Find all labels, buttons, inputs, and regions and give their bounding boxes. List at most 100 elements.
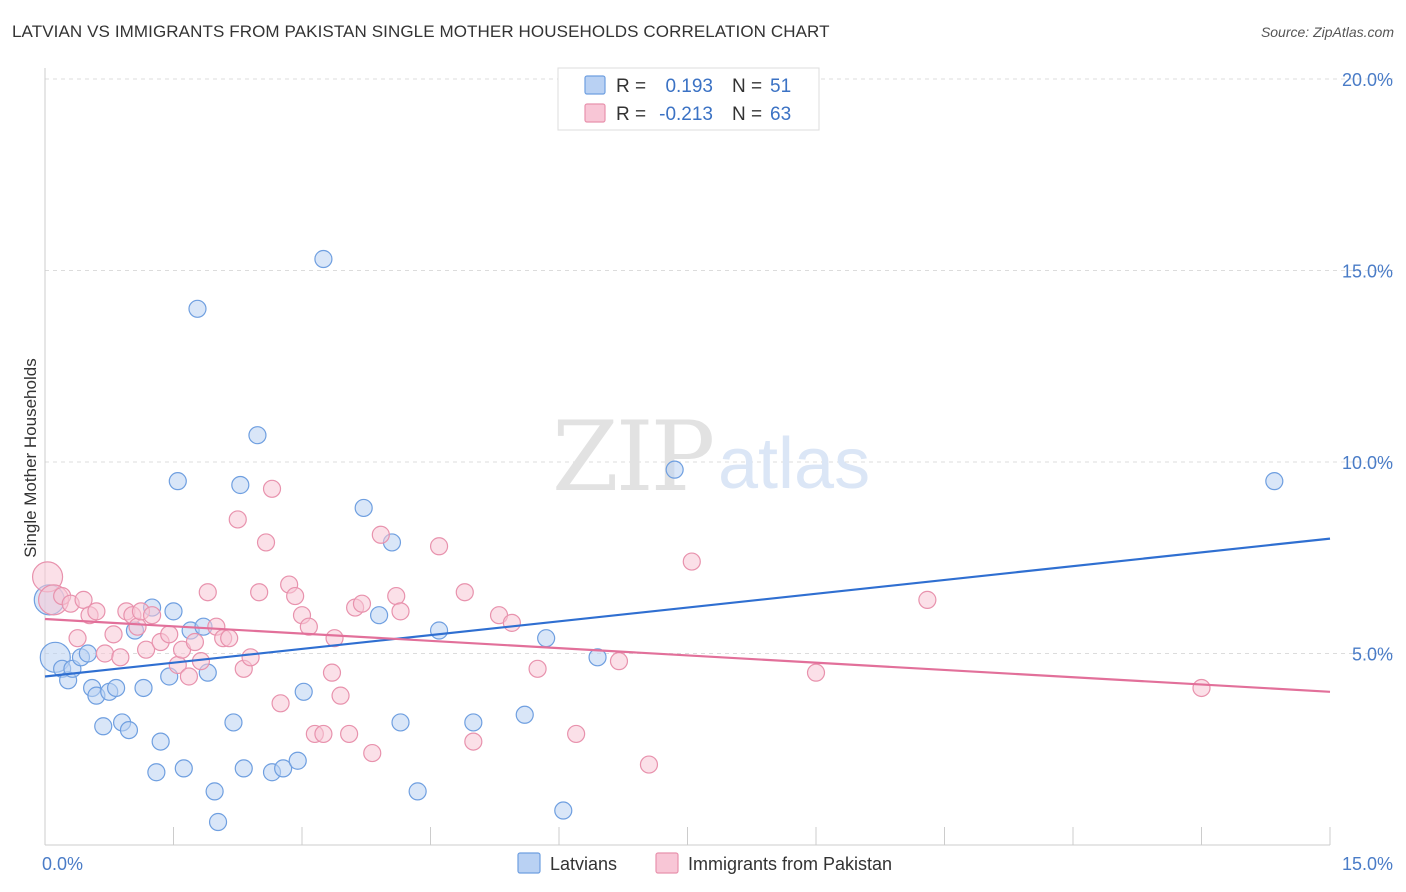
y-tick-label: 10.0% xyxy=(1342,453,1393,473)
trendline-latvians xyxy=(44,537,1331,678)
grid xyxy=(45,78,1395,654)
watermark-atlas: atlas xyxy=(718,424,870,504)
latvian-point xyxy=(314,249,333,269)
latvian-point xyxy=(224,713,243,732)
latvian-point xyxy=(107,678,126,698)
pakistan-point xyxy=(1192,678,1211,698)
latvian-point xyxy=(78,644,97,663)
pakistan-point xyxy=(502,613,521,632)
y-tick-label: 20.0% xyxy=(1342,70,1393,90)
pakistan-point xyxy=(68,629,87,648)
x-tick-label: 0.0% xyxy=(42,854,83,874)
pakistan-point xyxy=(128,617,147,636)
latvian-point xyxy=(147,763,166,782)
legend-swatch-latvians xyxy=(584,75,606,95)
latvian-point xyxy=(174,759,193,778)
pakistan-point xyxy=(429,537,449,556)
latvian-point xyxy=(231,475,250,495)
bottom-legend: Latvians Immigrants from Pakistan xyxy=(517,852,892,874)
legend: R = 0.193 N = 51 R = -0.213 N = 63 xyxy=(557,67,820,131)
latvian-point xyxy=(294,682,313,701)
latvian-point xyxy=(208,812,228,832)
latvian-point xyxy=(205,782,224,801)
legend-n-label: N = xyxy=(732,104,762,125)
pakistan-point xyxy=(567,724,586,744)
legend-swatch-pakistan xyxy=(584,103,606,123)
pakistan-point xyxy=(179,667,199,686)
latvian-point xyxy=(248,426,267,445)
legend-n-value: 63 xyxy=(770,104,791,125)
latvian-point xyxy=(554,801,573,820)
latvian-point xyxy=(429,621,449,640)
pakistan-point xyxy=(111,648,130,667)
pakistan-point xyxy=(528,659,547,678)
latvian-point xyxy=(464,713,483,732)
tick-labels: 5.0% 10.0% 15.0% 20.0% 0.0% 15.0% xyxy=(42,70,1393,874)
latvian-point xyxy=(1265,472,1284,491)
latvian-point xyxy=(134,678,153,698)
latvian-point xyxy=(665,460,684,479)
pakistan-point xyxy=(391,602,410,621)
pakistan-point xyxy=(340,724,359,744)
latvian-point xyxy=(354,498,373,518)
latvian-point xyxy=(234,759,253,778)
pakistan-point xyxy=(325,629,344,648)
latvian-point xyxy=(288,751,307,770)
axes xyxy=(44,68,1331,846)
latvian-point xyxy=(119,720,139,740)
pakistan-point xyxy=(682,552,701,571)
pakistan-point xyxy=(95,644,115,663)
bottom-legend-swatch-pakistan xyxy=(655,852,679,874)
pakistan-point xyxy=(806,663,826,682)
bottom-legend-label-pakistan: Immigrants from Pakistan xyxy=(688,854,892,874)
latvian-point xyxy=(188,299,207,318)
pakistan-point xyxy=(271,694,290,713)
latvian-point xyxy=(94,717,113,736)
legend-r-label: R = xyxy=(616,104,646,125)
latvian-point xyxy=(151,732,170,751)
latvian-point xyxy=(588,648,607,667)
latvian-point xyxy=(515,705,534,724)
legend-n-label: N = xyxy=(732,76,762,97)
pakistan-point xyxy=(198,583,217,602)
pakistan-point xyxy=(299,617,318,636)
y-tick-label: 15.0% xyxy=(1342,262,1393,282)
pakistan-point xyxy=(104,625,123,644)
pakistan-point xyxy=(609,652,629,671)
pakistan-point xyxy=(464,732,483,751)
pakistan-point xyxy=(262,479,282,498)
pakistan-point xyxy=(241,648,260,667)
latvian-point xyxy=(164,602,183,621)
pakistan-point xyxy=(142,606,162,625)
pakistan-point xyxy=(331,686,350,705)
legend-r-label: R = xyxy=(616,76,646,97)
latvian-point xyxy=(391,713,410,732)
source-credit: Source: ZipAtlas.com xyxy=(1260,24,1394,40)
pakistan-point xyxy=(220,629,239,648)
bottom-legend-swatch-latvians xyxy=(517,852,541,874)
trendlines xyxy=(44,537,1331,693)
pakistan-point xyxy=(352,594,372,613)
pakistan-point xyxy=(363,743,382,763)
chart-title: LATVIAN VS IMMIGRANTS FROM PAKISTAN SING… xyxy=(12,22,830,41)
pakistan-point xyxy=(228,510,247,529)
latvian-point xyxy=(537,629,556,648)
latvian-point xyxy=(274,759,293,778)
pakistan-point xyxy=(918,590,937,609)
pakistan-point xyxy=(314,724,333,744)
pakistan-point xyxy=(322,663,342,682)
latvian-point xyxy=(370,606,389,625)
pakistan-point xyxy=(256,533,276,552)
y-tick-label: 5.0% xyxy=(1352,645,1393,665)
pakistan-point xyxy=(286,586,305,606)
pakistan-point xyxy=(87,602,106,621)
legend-r-value: -0.213 xyxy=(659,104,713,125)
series-pakistan xyxy=(31,479,1211,774)
watermark: ZIP atlas xyxy=(552,401,870,513)
pakistan-point xyxy=(136,640,156,659)
legend-n-value: 51 xyxy=(770,76,791,97)
pakistan-point xyxy=(160,625,179,644)
pakistan-point xyxy=(185,632,205,652)
pakistan-point xyxy=(455,583,474,602)
